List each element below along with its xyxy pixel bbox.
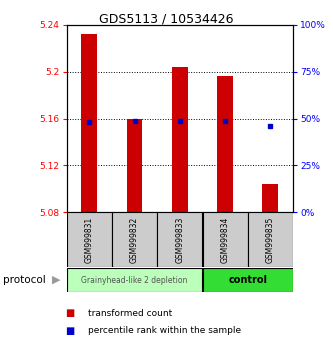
Text: GSM999834: GSM999834 [220,217,230,263]
Text: GDS5113 / 10534426: GDS5113 / 10534426 [99,12,234,25]
Bar [202,212,248,267]
Text: ▶: ▶ [52,275,60,285]
Bar [202,268,293,292]
Text: percentile rank within the sample: percentile rank within the sample [88,326,241,336]
Text: protocol: protocol [3,275,46,285]
Bar [81,34,97,212]
Text: transformed count: transformed count [88,309,172,318]
Bar [248,212,293,267]
Bar [127,119,143,212]
Text: GSM999832: GSM999832 [130,217,139,263]
Bar [262,184,278,212]
Text: GSM999831: GSM999831 [85,217,94,263]
Text: control: control [228,275,267,285]
Bar [67,268,202,292]
Bar [217,76,233,212]
Text: ■: ■ [65,308,74,318]
Text: Grainyhead-like 2 depletion: Grainyhead-like 2 depletion [81,275,188,285]
Text: ■: ■ [65,326,74,336]
Text: GSM999833: GSM999833 [175,217,184,263]
Bar [67,212,112,267]
Text: GSM999835: GSM999835 [266,217,275,263]
Bar [172,67,188,212]
Bar [157,212,202,267]
Bar [112,212,157,267]
